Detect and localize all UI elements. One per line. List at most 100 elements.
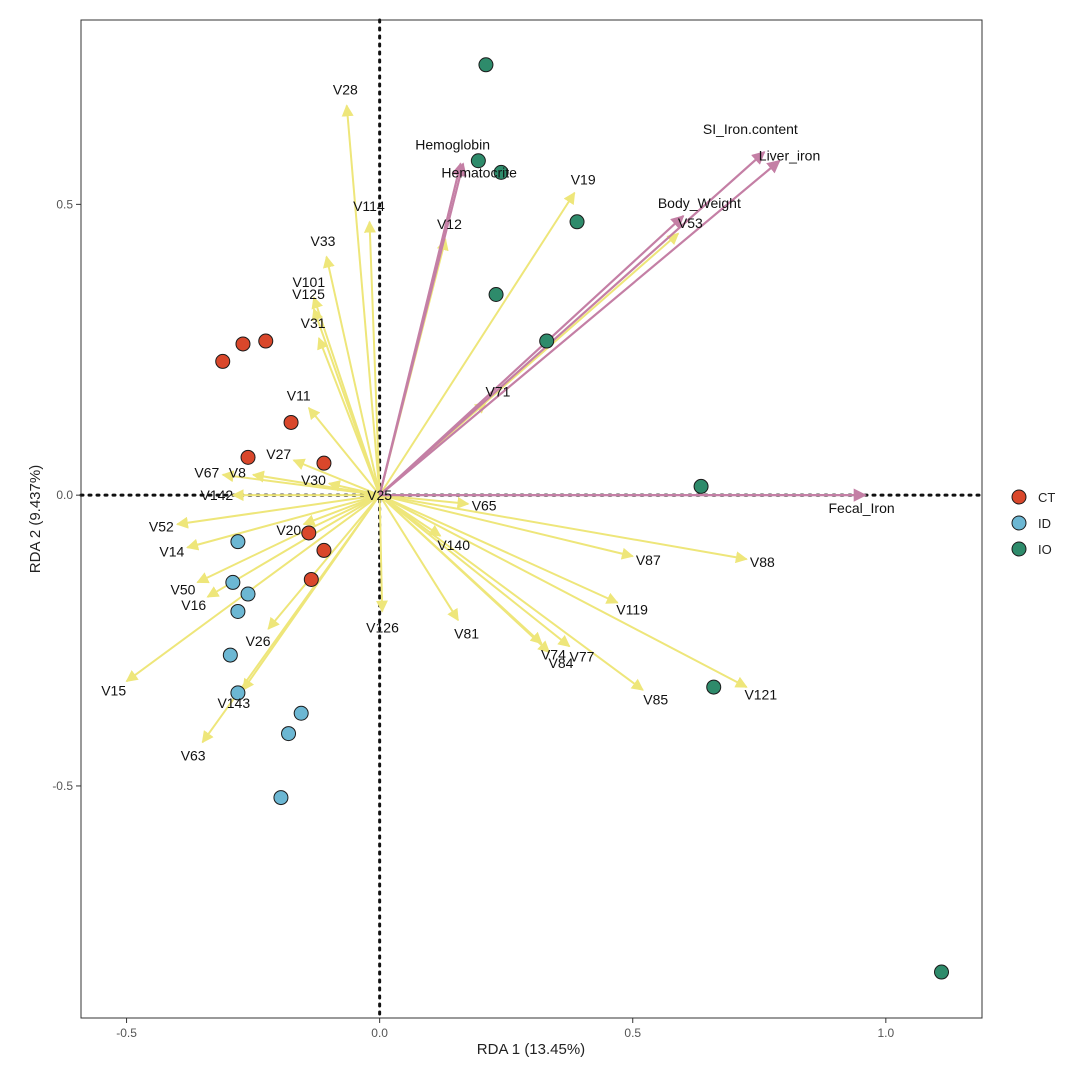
env-label-si-iron-content: SI_Iron.content — [703, 121, 798, 137]
y-tick-label: 0.0 — [56, 488, 73, 502]
species-label-v84: V84 — [548, 655, 573, 671]
env-arrow-hematocrite — [378, 162, 467, 496]
sample-point-ct — [316, 542, 332, 558]
y-axis-title: RDA 2 (9.437%) — [27, 465, 44, 573]
species-label-v140: V140 — [437, 537, 470, 553]
species-label-v121: V121 — [744, 686, 777, 702]
env-arrow-si-iron-content — [378, 151, 766, 496]
sample-point-ct — [258, 333, 274, 349]
sample-point-id — [222, 647, 238, 663]
env-label-liver-iron: Liver_iron — [759, 148, 820, 164]
sample-point-io — [488, 287, 504, 303]
species-label-v126: V126 — [366, 619, 399, 635]
species-arrow-v50 — [196, 494, 381, 584]
sample-point-ct — [235, 336, 251, 352]
species-arrow-v114 — [363, 220, 381, 496]
species-label-v114: V114 — [353, 198, 385, 214]
species-label-v53: V53 — [678, 215, 703, 231]
species-arrow-v15 — [125, 494, 381, 683]
species-label-v19: V19 — [571, 171, 596, 187]
species-arrow-v63 — [201, 494, 381, 744]
plot-panel — [80, 19, 983, 1019]
sample-point-ct — [316, 455, 332, 471]
env-arrow-liver-iron — [378, 159, 781, 496]
species-arrow-v85 — [379, 494, 644, 691]
species-label-v74: V74 — [541, 646, 566, 662]
species-label-v71: V71 — [486, 384, 511, 400]
x-tick-label: 1.0 — [877, 1026, 894, 1040]
x-tick-label: 0.5 — [624, 1026, 641, 1040]
sample-point-io — [569, 214, 585, 230]
species-arrow-v19 — [378, 191, 576, 496]
species-label-v77: V77 — [570, 648, 595, 664]
species-arrow-v30 — [327, 480, 380, 497]
species-label-v119: V119 — [616, 601, 648, 617]
sample-point-io — [470, 153, 486, 169]
species-label-v31: V31 — [301, 315, 326, 331]
sample-point-id — [240, 586, 256, 602]
environmental-labels: Hemoglobin Hematocrite SI_Iron.content Live… — [415, 121, 894, 516]
species-label-v16: V16 — [181, 597, 206, 613]
legend-label-id: ID — [1038, 516, 1051, 531]
x-tick-label: 0.0 — [371, 1026, 388, 1040]
sample-point-ct — [303, 571, 319, 587]
x-axis-title: RDA 1 (13.45%) — [477, 1041, 585, 1058]
sample-points — [215, 57, 950, 980]
species-arrow-v33 — [322, 255, 381, 496]
env-label-body-weight: Body_Weight — [658, 195, 741, 211]
species-label-v65: V65 — [472, 497, 497, 513]
sample-point-ct — [240, 449, 256, 465]
species-label-v125: V125 — [292, 286, 325, 302]
y-axis-ticks: -0.5 0.0 0.5 — [52, 197, 81, 793]
sample-point-io — [493, 164, 509, 180]
species-arrow-v27 — [292, 458, 381, 497]
y-tick-label: -0.5 — [52, 779, 73, 793]
species-label-v14: V14 — [159, 544, 184, 560]
sample-point-id — [225, 574, 241, 590]
species-label-v88: V88 — [750, 554, 775, 570]
species-label-v63: V63 — [181, 747, 206, 763]
species-label-v25: V25 — [367, 487, 392, 503]
species-label-v27: V27 — [266, 446, 291, 462]
species-arrow-v87 — [379, 494, 634, 560]
legend-key-id — [1011, 515, 1027, 531]
sample-point-ct — [283, 414, 299, 430]
x-tick-label: -0.5 — [116, 1026, 137, 1040]
sample-point-io — [934, 964, 950, 980]
env-label-hemoglobin: Hemoglobin — [415, 137, 490, 153]
species-arrow-v8 — [251, 470, 380, 497]
species-arrow-v84 — [378, 494, 551, 653]
species-arrow-v81 — [378, 494, 459, 622]
sample-point-ct — [215, 353, 231, 369]
species-label-v20: V20 — [276, 522, 301, 538]
species-arrow-v126 — [375, 495, 388, 613]
species-arrow-v31 — [317, 337, 381, 496]
sample-point-id — [230, 534, 246, 550]
env-label-fecal-iron: Fecal_Iron — [829, 500, 895, 516]
legend-key-io — [1011, 541, 1027, 557]
legend-label-ct: CT — [1038, 490, 1055, 505]
species-label-v101: V101 — [292, 274, 325, 290]
species-arrow-v26 — [267, 494, 381, 630]
species-label-v11: V11 — [287, 387, 311, 403]
species-label-v143: V143 — [217, 695, 250, 711]
species-label-v30: V30 — [301, 472, 326, 488]
species-arrow-v28 — [341, 104, 381, 496]
species-arrow-v52 — [175, 494, 380, 529]
species-label-v67: V67 — [194, 465, 219, 481]
species-arrow-v119 — [379, 494, 619, 604]
species-label-v142: V142 — [201, 487, 234, 503]
env-label-hematocrite: Hematocrite — [441, 165, 517, 181]
legend-key-ct — [1011, 489, 1027, 505]
species-arrow-v65 — [379, 494, 470, 509]
sample-point-id — [281, 726, 297, 742]
environmental-arrows — [378, 151, 867, 502]
y-tick-label: 0.5 — [56, 197, 73, 211]
species-label-v26: V26 — [246, 633, 271, 649]
sample-point-id — [273, 790, 289, 806]
species-label-v12: V12 — [437, 216, 462, 232]
sample-point-io — [478, 57, 494, 73]
species-arrow-v11 — [308, 406, 381, 496]
